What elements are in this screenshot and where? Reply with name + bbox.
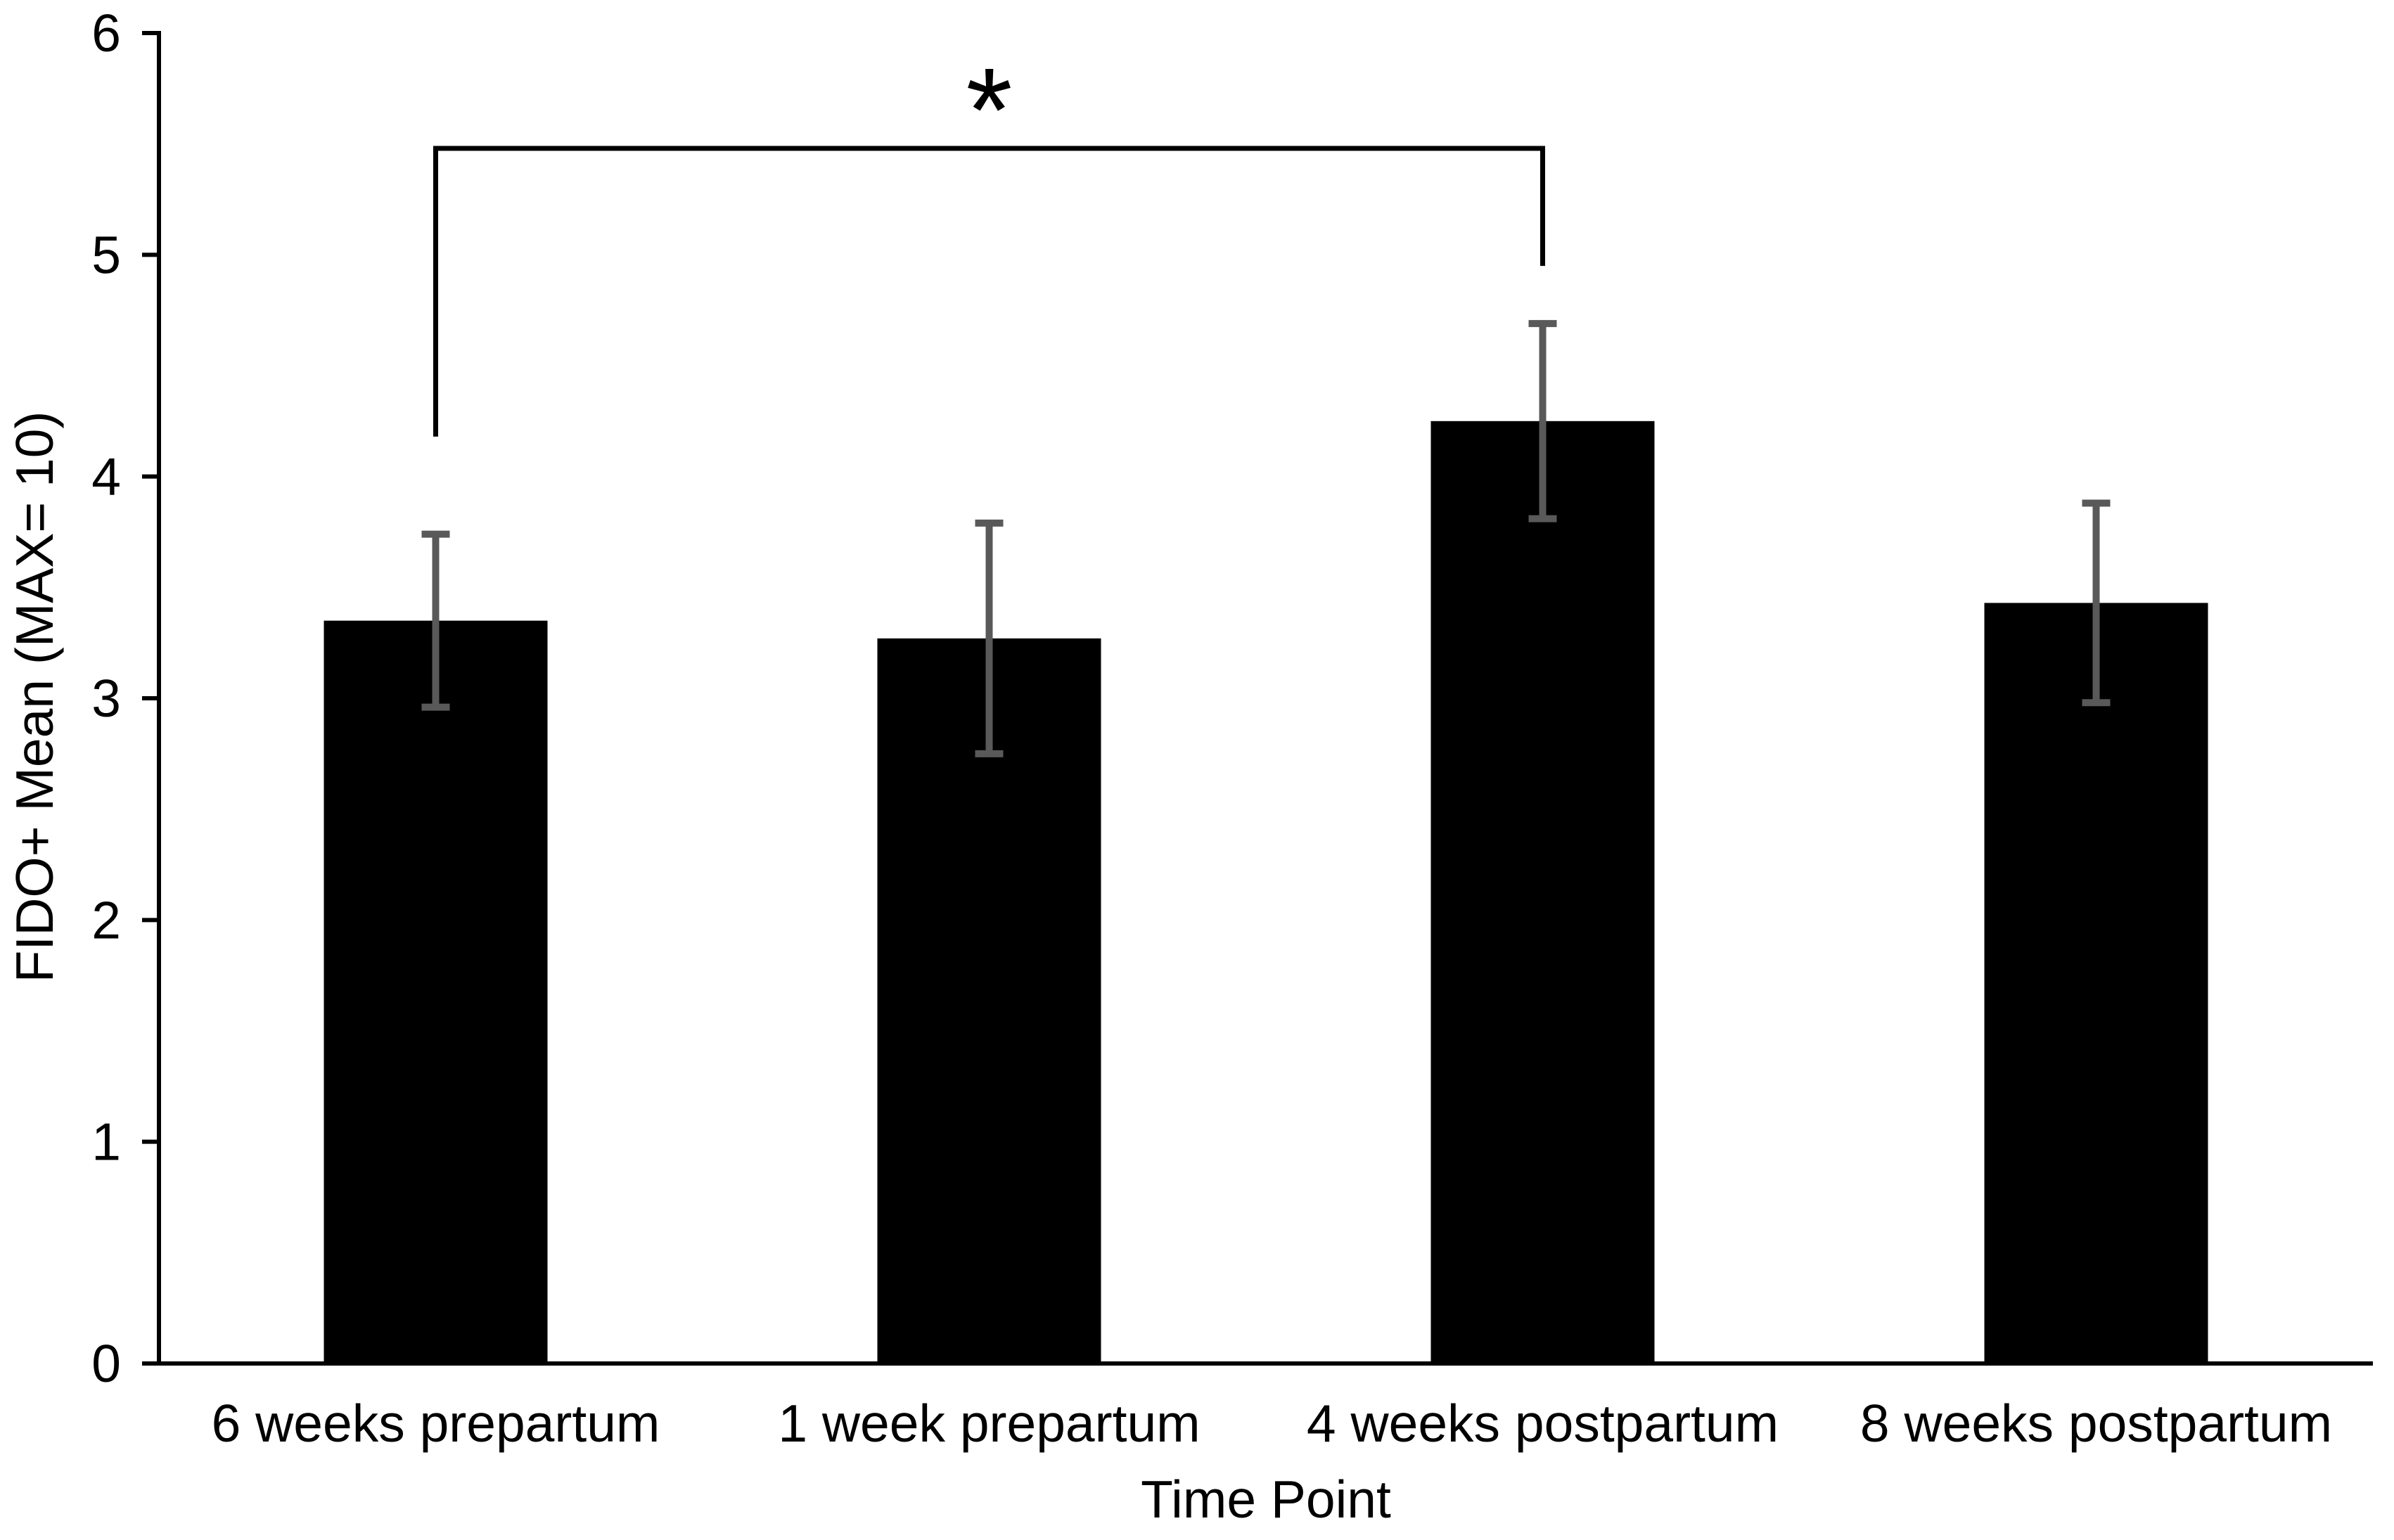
bar [877,638,1101,1363]
bar [1430,421,1655,1364]
significance-asterisk: * [966,44,1012,177]
y-tick-label: 4 [91,447,121,506]
y-tick-label: 1 [91,1112,121,1172]
x-category-label: 4 weeks postpartum [1307,1394,1779,1453]
y-tick-label: 0 [91,1334,121,1393]
bar [1984,603,2208,1363]
bars-layer [324,421,2208,1364]
bar [324,620,548,1364]
labels-layer: 0 1 2 3 4 5 6 6 weeks prepartum 1 week prepartum… [91,4,2332,1453]
y-tick-label: 5 [91,225,121,284]
significance-bracket-layer [433,146,1545,437]
y-tick-label: 2 [91,890,121,949]
x-category-label: 1 week prepartum [778,1394,1200,1453]
x-axis-title: Time Point [1141,1470,1391,1529]
x-category-label: 6 weeks prepartum [212,1394,660,1453]
y-tick-label: 6 [91,4,121,63]
y-axis-title: FIDO+ Mean (MAX= 10) [5,411,64,983]
x-category-label: 8 weeks postpartum [1860,1394,2332,1453]
axes-layer [142,31,2373,1366]
significance-bracket [433,146,1545,437]
y-tick-label: 3 [91,669,121,728]
error-bars-layer [421,320,2111,757]
